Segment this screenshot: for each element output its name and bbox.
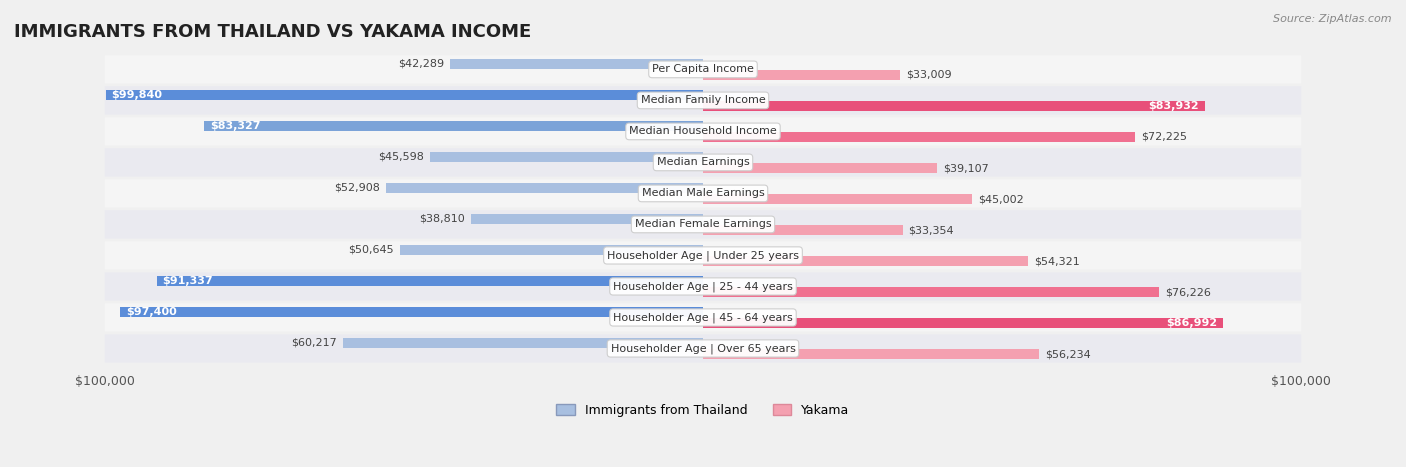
Text: $76,226: $76,226 [1166,287,1211,297]
Text: $86,992: $86,992 [1167,318,1218,328]
Text: $45,598: $45,598 [378,152,425,162]
Text: $83,327: $83,327 [211,121,262,131]
Text: Householder Age | 25 - 44 years: Householder Age | 25 - 44 years [613,281,793,292]
Text: IMMIGRANTS FROM THAILAND VS YAKAMA INCOME: IMMIGRANTS FROM THAILAND VS YAKAMA INCOM… [14,23,531,42]
FancyBboxPatch shape [104,304,1302,332]
Bar [703,132,1135,142]
Bar [703,287,1159,297]
Text: $97,400: $97,400 [127,307,177,317]
Bar [430,152,703,162]
Text: $50,645: $50,645 [349,245,394,255]
Text: Median Male Earnings: Median Male Earnings [641,188,765,198]
Text: $45,002: $45,002 [979,194,1024,204]
Text: Median Earnings: Median Earnings [657,157,749,168]
Bar [703,256,1028,266]
Bar [703,101,1205,111]
Bar [703,318,1223,328]
Text: $52,908: $52,908 [335,183,381,193]
Text: $38,810: $38,810 [419,214,465,224]
Legend: Immigrants from Thailand, Yakama: Immigrants from Thailand, Yakama [551,399,855,422]
FancyBboxPatch shape [104,55,1302,84]
Text: $91,337: $91,337 [163,276,214,286]
Text: $33,009: $33,009 [907,70,952,80]
FancyBboxPatch shape [104,149,1302,177]
Bar [703,225,903,235]
Text: $83,932: $83,932 [1149,101,1199,111]
Bar [156,276,703,286]
Text: $39,107: $39,107 [943,163,988,173]
FancyBboxPatch shape [104,117,1302,146]
FancyBboxPatch shape [104,210,1302,239]
Text: Median Household Income: Median Household Income [628,127,778,136]
Bar [703,163,936,173]
Text: $42,289: $42,289 [398,59,444,69]
Text: Householder Age | Under 25 years: Householder Age | Under 25 years [607,250,799,261]
Text: Median Female Earnings: Median Female Earnings [634,219,772,229]
Bar [401,245,703,255]
Text: Householder Age | 45 - 64 years: Householder Age | 45 - 64 years [613,312,793,323]
Bar [343,338,703,348]
Text: Per Capita Income: Per Capita Income [652,64,754,74]
Text: $54,321: $54,321 [1033,256,1080,266]
Text: $60,217: $60,217 [291,338,337,348]
Bar [703,349,1039,359]
FancyBboxPatch shape [104,334,1302,362]
FancyBboxPatch shape [104,241,1302,269]
FancyBboxPatch shape [104,179,1302,207]
Text: Median Family Income: Median Family Income [641,95,765,106]
FancyBboxPatch shape [104,272,1302,301]
FancyBboxPatch shape [104,86,1302,114]
Bar [703,194,972,204]
Text: $56,234: $56,234 [1046,349,1091,359]
Text: $72,225: $72,225 [1142,132,1187,142]
Bar [387,183,703,193]
Bar [703,70,900,80]
Text: Householder Age | Over 65 years: Householder Age | Over 65 years [610,343,796,354]
Text: Source: ZipAtlas.com: Source: ZipAtlas.com [1274,14,1392,24]
Text: $99,840: $99,840 [111,90,163,100]
Bar [121,307,703,317]
Bar [450,59,703,69]
Bar [204,121,703,131]
Bar [471,214,703,224]
Text: $33,354: $33,354 [908,225,955,235]
Bar [105,90,703,100]
